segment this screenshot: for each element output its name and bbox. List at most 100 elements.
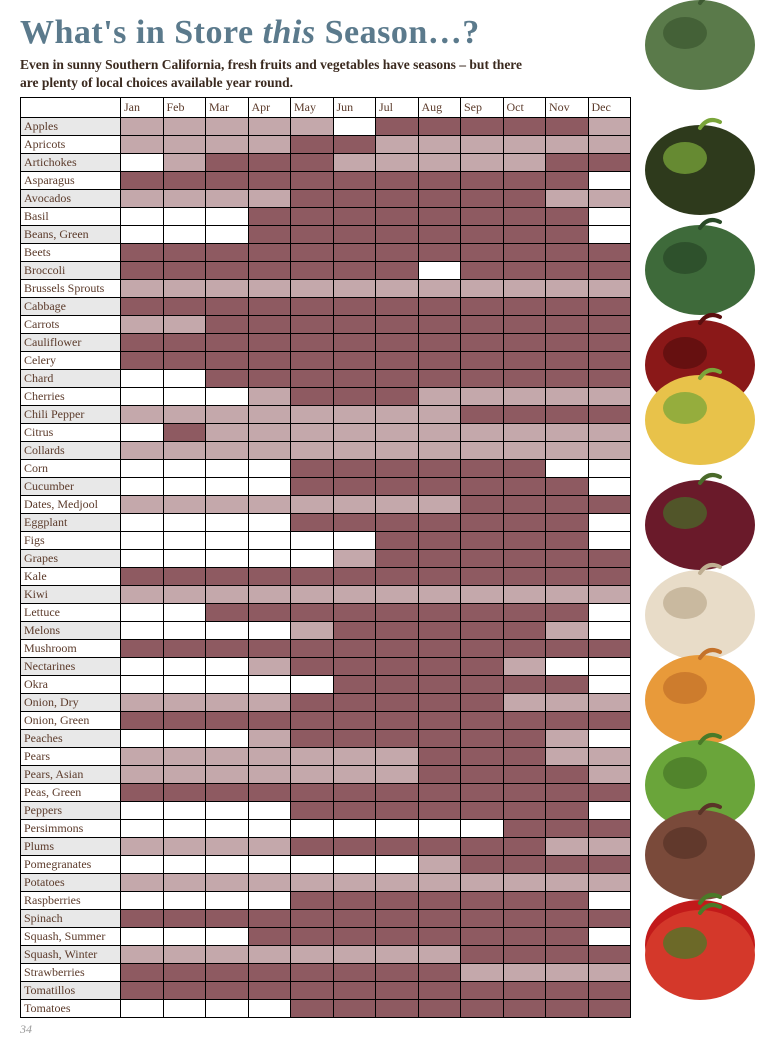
season-cell [206,856,249,874]
season-cell [163,424,206,442]
season-cell [418,406,461,424]
season-cell [418,820,461,838]
season-cell [163,712,206,730]
season-cell [376,316,419,334]
season-cell [503,460,546,478]
season-cell [248,604,291,622]
produce-label: Dates, Medjool [21,496,121,514]
season-cell [461,262,504,280]
produce-label: Tomatillos [21,982,121,1000]
produce-row: Beets [21,244,631,262]
season-cell [333,928,376,946]
season-cell [206,334,249,352]
season-cell [291,766,334,784]
season-cell [376,154,419,172]
season-cell [333,280,376,298]
season-cell [291,694,334,712]
season-cell [461,496,504,514]
produce-label: Pears, Asian [21,766,121,784]
season-cell [248,712,291,730]
season-cell [206,424,249,442]
season-cell [206,586,249,604]
season-cell [503,550,546,568]
season-cell [376,460,419,478]
season-cell [206,1000,249,1018]
season-cell [376,424,419,442]
season-cell [546,892,589,910]
season-cell [291,514,334,532]
produce-label: Onion, Dry [21,694,121,712]
season-cell [418,334,461,352]
produce-row: Collards [21,442,631,460]
season-cell [546,910,589,928]
season-cell [248,424,291,442]
season-cell [503,1000,546,1018]
produce-row: Tomatillos [21,982,631,1000]
produce-row: Broccoli [21,262,631,280]
season-cell [503,964,546,982]
season-cell [461,730,504,748]
season-cell [206,568,249,586]
season-cell [588,676,631,694]
produce-label: Asparagus [21,172,121,190]
season-cell [418,244,461,262]
season-cell [291,1000,334,1018]
season-cell [206,136,249,154]
season-cell [588,586,631,604]
season-cell [376,910,419,928]
season-cell [121,784,164,802]
season-cell [376,784,419,802]
produce-label: Potatoes [21,874,121,892]
season-cell [291,154,334,172]
season-cell [333,748,376,766]
produce-label: Squash, Winter [21,946,121,964]
season-cell [376,280,419,298]
season-cell [206,514,249,532]
season-cell [206,352,249,370]
season-cell [546,748,589,766]
produce-row: Raspberries [21,892,631,910]
produce-label: Cherries [21,388,121,406]
season-cell [163,694,206,712]
season-cell [503,298,546,316]
season-cell [461,118,504,136]
season-cell [461,388,504,406]
produce-row: Citrus [21,424,631,442]
season-cell [163,604,206,622]
season-cell [503,748,546,766]
season-cell [418,154,461,172]
season-cell [163,784,206,802]
season-cell [503,856,546,874]
month-header: Nov [546,98,589,118]
season-cell [546,604,589,622]
season-cell [588,910,631,928]
season-cell [163,244,206,262]
season-cell [163,748,206,766]
produce-row: Artichokes [21,154,631,172]
season-cell [291,478,334,496]
season-cell [418,568,461,586]
season-cell [333,262,376,280]
season-cell [248,496,291,514]
season-cell [588,928,631,946]
season-cell [206,190,249,208]
season-cell [503,730,546,748]
season-cell [206,298,249,316]
season-cell [588,190,631,208]
produce-label: Cauliflower [21,334,121,352]
season-cell [418,622,461,640]
season-cell [333,856,376,874]
season-cell [163,118,206,136]
season-cell [163,136,206,154]
season-cell [546,172,589,190]
produce-label: Figs [21,532,121,550]
season-cell [163,676,206,694]
season-cell [163,658,206,676]
season-cell [163,298,206,316]
season-cell [461,766,504,784]
season-cell [503,226,546,244]
season-cell [546,334,589,352]
season-cell [503,568,546,586]
season-cell [121,442,164,460]
season-cell [588,748,631,766]
